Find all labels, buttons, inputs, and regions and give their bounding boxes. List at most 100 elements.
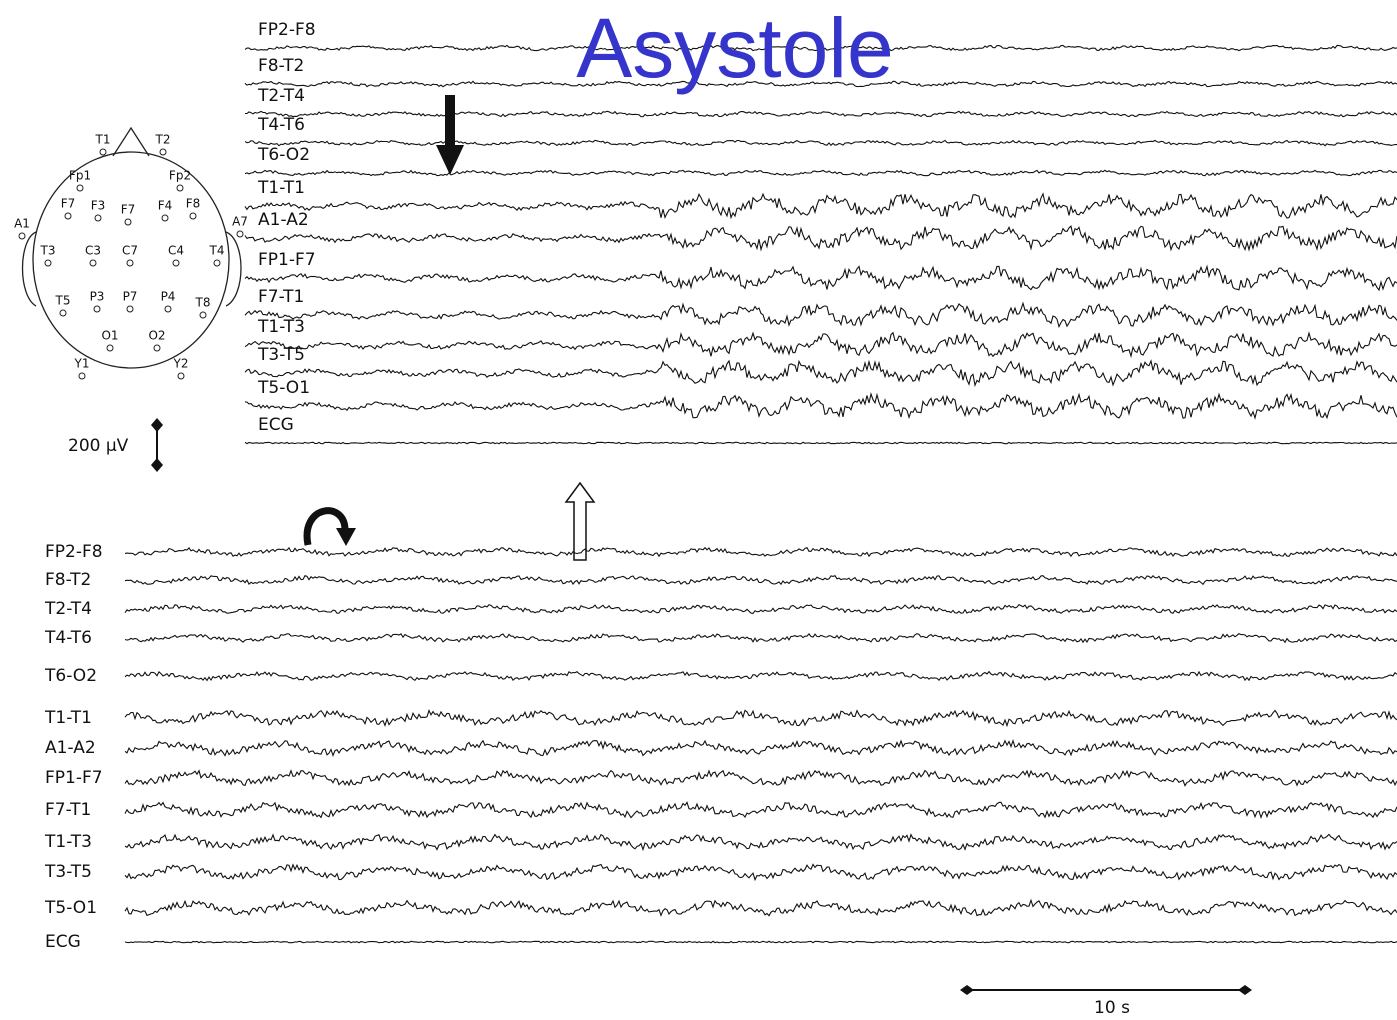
- electrode: [237, 231, 243, 237]
- electrode: [127, 260, 133, 266]
- eeg-trace: [245, 266, 1397, 290]
- electrode-label: P4: [161, 290, 176, 304]
- bottom-traces: FP2-F8 F8-T2 T2-T4 T4-T6 T6-O2 T1-T1 A1-A2 FP1-…: [44, 542, 1397, 952]
- eeg-trace: [245, 303, 1397, 326]
- channel-label: F7-T1: [45, 800, 91, 820]
- channel-label: T6-O2: [257, 145, 310, 165]
- channel-label: T1-T3: [257, 317, 305, 337]
- eeg-trace: [245, 194, 1397, 218]
- electrode-label: P7: [123, 290, 138, 304]
- channel-label: T3-T5: [257, 345, 305, 365]
- electrode: [162, 215, 168, 221]
- amplitude-scale-bar: [151, 418, 163, 472]
- eeg-trace: [245, 170, 1397, 175]
- eeg-trace: [125, 672, 1397, 681]
- channel-label: A1-A2: [45, 738, 96, 758]
- channel-label: ECG: [258, 415, 294, 435]
- electrode-label: O2: [148, 329, 165, 343]
- eeg-trace: [125, 864, 1397, 879]
- channel-label: F8-T2: [258, 56, 304, 76]
- channel-label: T4-T6: [44, 628, 92, 648]
- electrode: [107, 345, 113, 351]
- eeg-trace: [125, 834, 1397, 849]
- eeg-figure: FP2-F8 F8-T2 T2-T4 T4-T6 T6-O2 T1-T1 A1-A2 FP1-…: [0, 0, 1397, 1020]
- channel-label: T6-O2: [44, 666, 97, 686]
- eeg-trace: [125, 802, 1397, 817]
- channel-label: FP2-F8: [258, 20, 316, 40]
- curved-arrow: [307, 511, 356, 546]
- channel-label: F7-T1: [258, 287, 304, 307]
- channel-label: T1-T1: [44, 708, 92, 728]
- electrode-label: F3: [91, 199, 106, 213]
- eeg-trace: [125, 634, 1397, 643]
- electrode-label: F4: [158, 199, 173, 213]
- eeg-trace: [125, 710, 1397, 725]
- eeg-trace: [245, 333, 1397, 357]
- channel-label: T4-T6: [257, 115, 305, 135]
- channel-label: T5-O1: [44, 898, 97, 918]
- eeg-trace: [125, 576, 1397, 585]
- electrode-label: Fp1: [69, 169, 91, 183]
- channel-label: T3-T5: [44, 862, 92, 882]
- electrode: [178, 373, 184, 379]
- channel-label: T1-T3: [44, 832, 92, 852]
- electrode: [90, 260, 96, 266]
- channel-label: FP1-F7: [45, 768, 103, 788]
- time-scale-label: 10 s: [1094, 998, 1130, 1018]
- electrode-label: T3: [40, 244, 56, 258]
- channel-label: ECG: [45, 932, 81, 952]
- electrode: [165, 306, 171, 312]
- eeg-trace: [245, 226, 1397, 249]
- channel-label: F8-T2: [45, 570, 91, 590]
- electrode: [190, 213, 196, 219]
- electrode-label: A1: [14, 217, 30, 231]
- electrode: [77, 185, 83, 191]
- electrodes: T1 T2 Fp1 Fp2 F7 F3 F7 F4 F8 A1 A7 T3 C3 C7 C4 T4 T5 P3 P7…: [14, 133, 248, 380]
- eeg-trace: [245, 442, 1397, 443]
- electrode-label: T5: [55, 294, 71, 308]
- electrode: [100, 149, 106, 155]
- electrode: [127, 306, 133, 312]
- electrode-label: C7: [122, 244, 138, 258]
- electrode-label: F7: [61, 197, 76, 211]
- electrode-label: T4: [209, 244, 225, 258]
- electrode: [173, 260, 179, 266]
- eeg-trace: [125, 605, 1397, 614]
- channel-label: T5-O1: [257, 378, 310, 398]
- eeg-trace: [125, 771, 1397, 786]
- electrode: [79, 373, 85, 379]
- channel-label: FP1-F7: [258, 250, 316, 270]
- channel-label: T2-T4: [257, 86, 305, 106]
- electrode-label: F8: [186, 197, 201, 211]
- electrode-label: P3: [90, 290, 105, 304]
- electrode: [95, 215, 101, 221]
- electrode: [214, 260, 220, 266]
- electrode: [125, 219, 131, 225]
- open-up-arrow: [566, 483, 594, 560]
- electrode-label: T2: [155, 133, 171, 147]
- title: Asystole: [576, 1, 893, 95]
- black-down-arrow: [436, 95, 464, 175]
- electrode-label: A7: [232, 215, 248, 229]
- eeg-trace: [125, 900, 1397, 915]
- eeg-trace: [245, 111, 1397, 116]
- electrode: [177, 185, 183, 191]
- electrode-label: Fp2: [169, 169, 191, 183]
- electrode-label: O1: [101, 329, 118, 343]
- electrode-label: F7: [121, 203, 136, 217]
- electrode-label: C4: [168, 244, 184, 258]
- electrode: [154, 345, 160, 351]
- channel-label: T2-T4: [44, 599, 92, 619]
- eeg-trace: [245, 361, 1397, 385]
- time-scale-bar: [960, 985, 1252, 995]
- electrode-label: Y1: [74, 357, 90, 371]
- electrode-label: T1: [95, 133, 111, 147]
- electrode: [19, 233, 25, 239]
- channel-label: FP2-F8: [45, 542, 103, 562]
- eeg-trace: [125, 741, 1397, 756]
- electrode-label: C3: [85, 244, 101, 258]
- electrode: [94, 306, 100, 312]
- electrode-label: Y2: [173, 357, 189, 371]
- channel-label: A1-A2: [258, 210, 309, 230]
- electrode: [200, 312, 206, 318]
